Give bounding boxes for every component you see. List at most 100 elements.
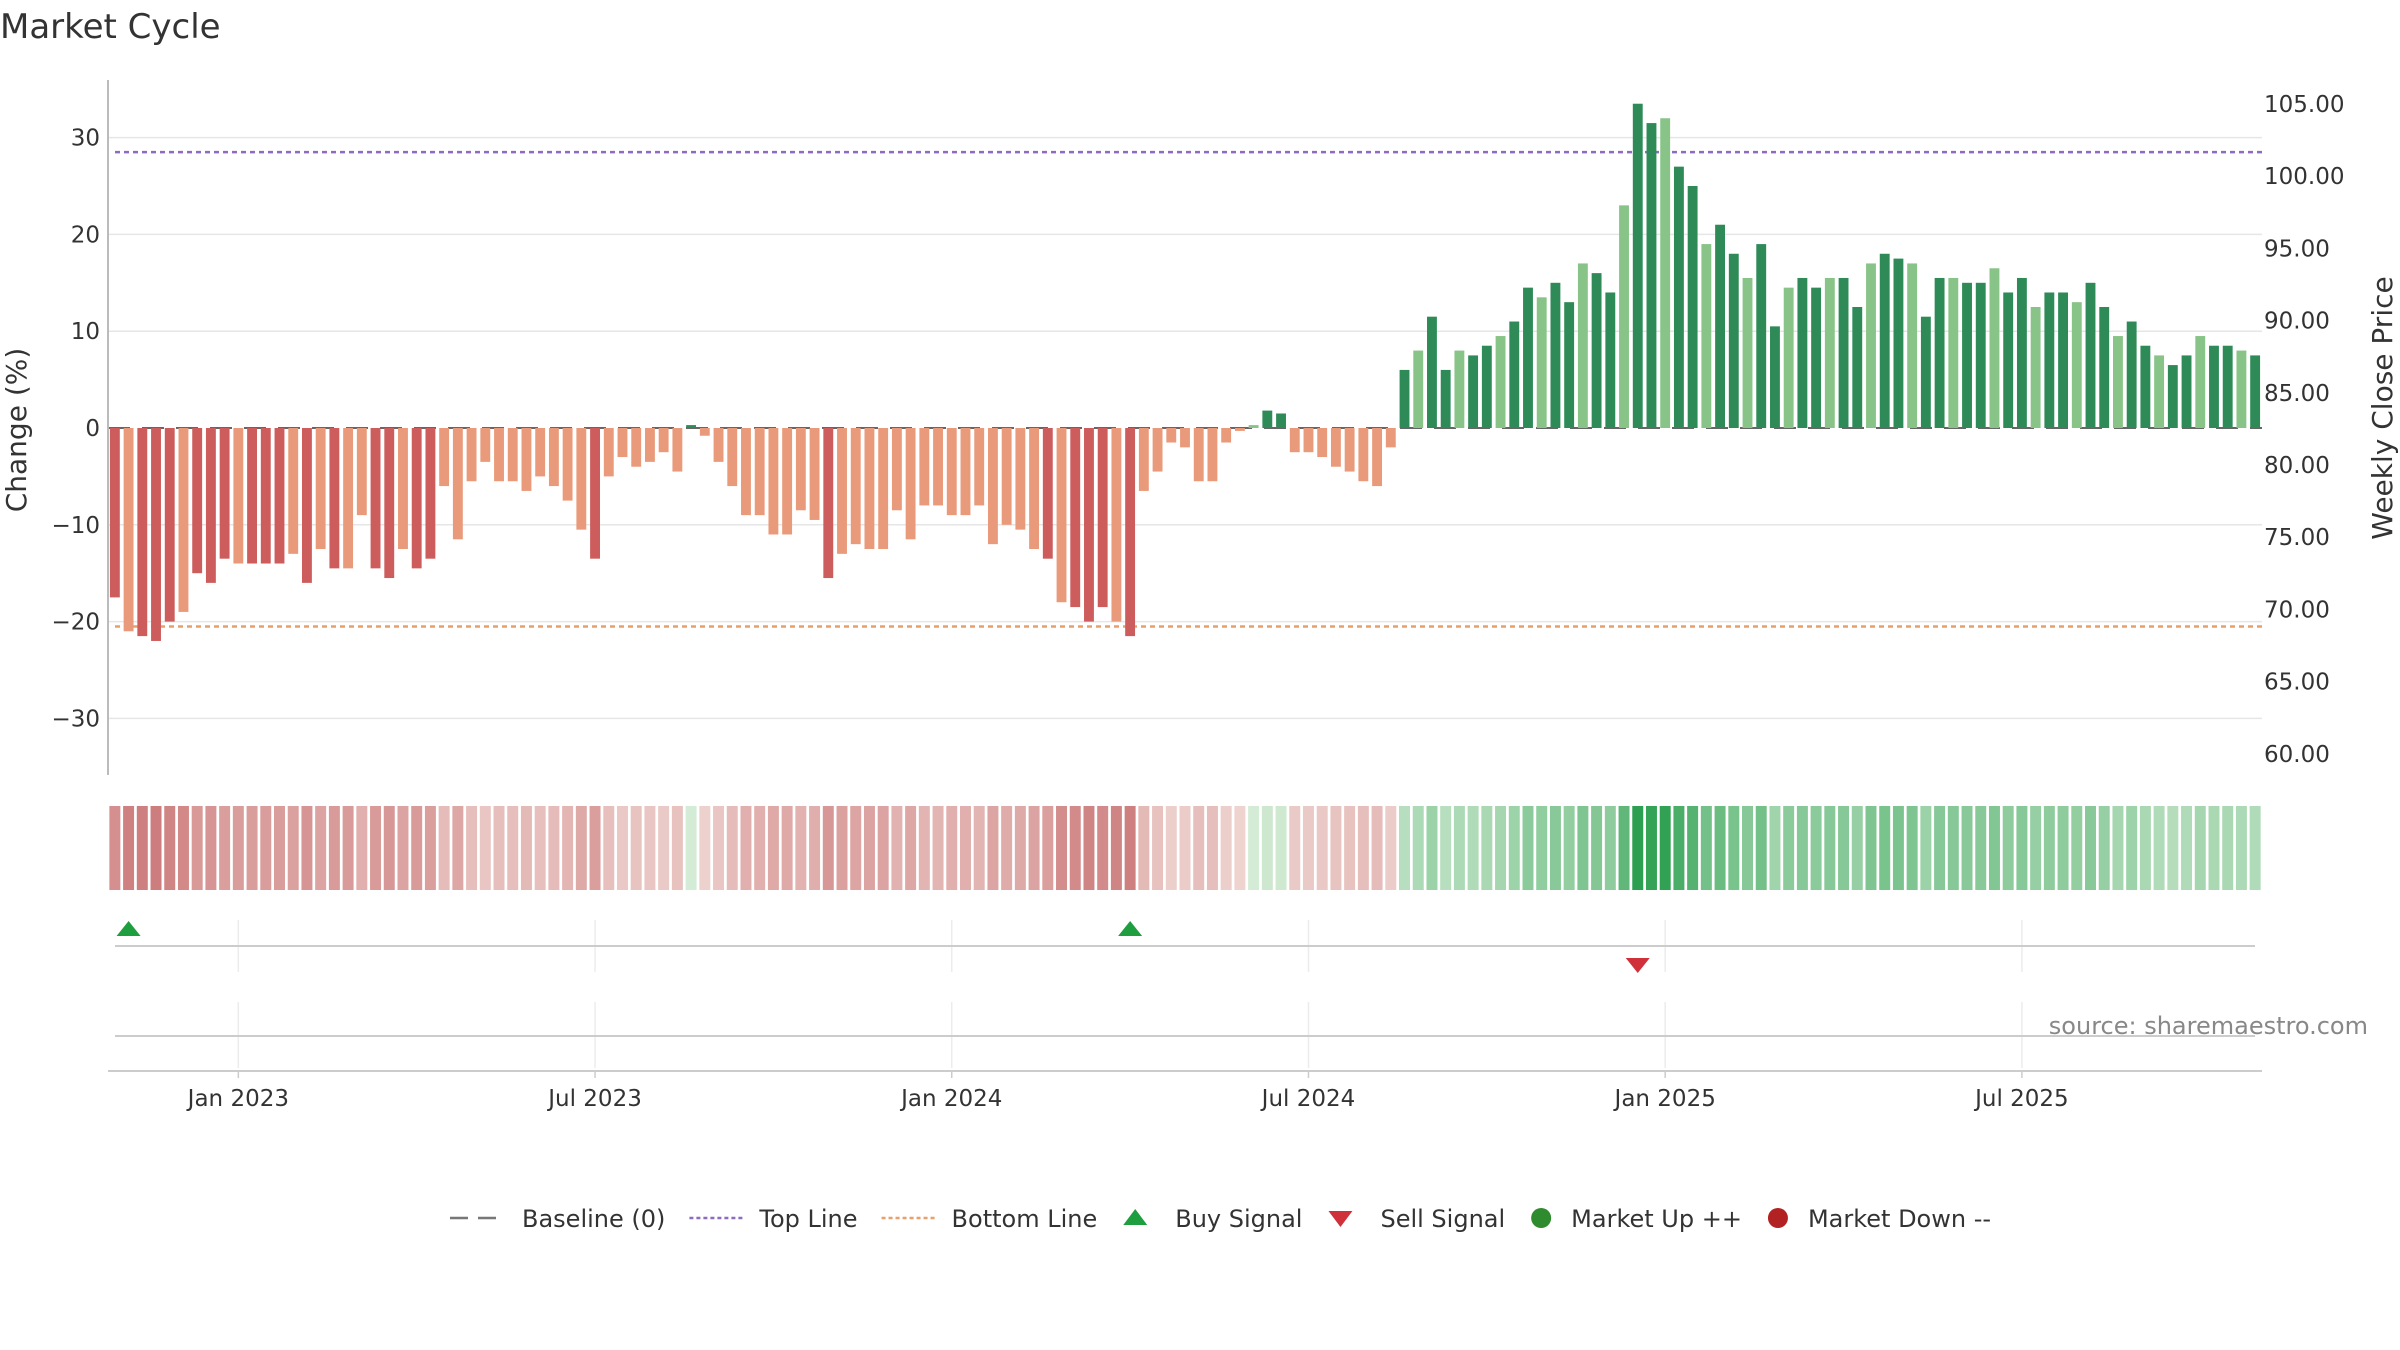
change-bar	[205, 428, 216, 583]
legend-label: Top Line	[758, 1205, 857, 1233]
heat-cell	[136, 806, 148, 890]
change-bar	[329, 428, 340, 569]
heat-cell	[1426, 806, 1438, 890]
heat-cell	[177, 806, 189, 890]
grid-lines	[108, 136, 2262, 720]
heat-cell	[205, 806, 217, 890]
change-bar	[576, 428, 587, 530]
buy-signal-marker	[116, 921, 141, 936]
change-bar	[905, 428, 916, 540]
heat-cell	[1481, 806, 1493, 890]
heat-cell	[781, 806, 793, 890]
heat-cell	[328, 806, 340, 890]
change-bar	[1797, 277, 1808, 428]
y-tick-label: −30	[51, 706, 100, 732]
legend-swatch	[1531, 1208, 1552, 1228]
change-bar	[1920, 316, 1931, 428]
heat-cell	[1344, 806, 1356, 890]
change-bar	[151, 428, 161, 641]
change-bar	[1879, 253, 1890, 428]
change-bar	[2071, 302, 2082, 428]
change-bar	[864, 428, 875, 549]
heat-cell	[575, 806, 587, 890]
heat-cell	[2030, 806, 2042, 890]
change-bar	[1138, 428, 1149, 491]
legend-label: Buy Signal	[1175, 1205, 1302, 1233]
heat-cell	[2222, 806, 2234, 890]
change-bar	[1125, 428, 1136, 637]
heat-cell	[1412, 806, 1424, 890]
x-tick-label: Jul 2024	[1260, 1086, 1356, 1112]
change-bar	[260, 428, 271, 564]
change-bar	[274, 428, 285, 564]
y-axis-ticks: 30 20 10 0 −10 −20 −30	[51, 126, 100, 733]
heat-cell	[1796, 806, 1808, 890]
change-bar	[590, 428, 600, 559]
change-bar	[974, 428, 985, 506]
heat-cell	[1714, 806, 1726, 890]
heat-cell	[1330, 806, 1342, 890]
change-bar	[1536, 297, 1547, 428]
heat-cell	[671, 806, 683, 890]
x-tick-label: Jan 2025	[1613, 1086, 1716, 1112]
heat-cell	[274, 806, 285, 890]
change-bar	[2222, 345, 2233, 428]
heat-cell	[932, 806, 944, 890]
heat-cell	[767, 806, 779, 890]
y2-tick-label: 90.00	[2264, 309, 2330, 335]
legend-swatch	[1123, 1209, 1148, 1225]
change-bar	[233, 428, 244, 564]
change-bar	[480, 428, 491, 462]
heat-cell	[1947, 806, 1959, 890]
heat-cell	[1961, 806, 1973, 890]
y2-tick-label: 60.00	[2264, 742, 2330, 768]
change-bar	[466, 428, 477, 482]
y-tick-label: −20	[51, 610, 100, 636]
legend-item: Buy Signal	[1123, 1205, 1302, 1233]
heat-cell	[1399, 806, 1411, 890]
heat-cell	[1591, 806, 1603, 890]
heat-cell	[301, 806, 313, 890]
heat-cell	[1673, 806, 1685, 890]
change-bar	[2016, 277, 2027, 428]
change-bar	[1248, 425, 1259, 428]
change-bar	[2003, 292, 2014, 428]
heat-cell	[891, 806, 903, 890]
change-bar	[1783, 287, 1794, 428]
change-bar	[2181, 355, 2192, 428]
change-bar	[301, 428, 312, 583]
legend-label: Baseline (0)	[522, 1205, 665, 1233]
change-bar	[343, 428, 354, 569]
change-bar	[850, 428, 861, 545]
heat-cell	[726, 806, 738, 890]
change-bar	[1372, 428, 1383, 487]
change-bar	[2044, 292, 2055, 428]
heat-cell	[1577, 806, 1589, 890]
change-bar	[1344, 428, 1355, 472]
change-bar	[1866, 263, 1876, 428]
heat-cell	[1302, 806, 1314, 890]
heat-cell	[1371, 806, 1383, 890]
change-bar	[2140, 345, 2151, 428]
change-bar	[1221, 428, 1232, 443]
change-bar	[2058, 292, 2069, 428]
change-bar	[1399, 369, 1410, 428]
change-bar	[1029, 428, 1040, 549]
change-bar	[1330, 428, 1341, 467]
change-bar	[1070, 428, 1081, 608]
heat-cell	[1742, 806, 1753, 890]
change-bar	[1454, 350, 1465, 428]
heat-cell	[699, 806, 711, 890]
y2-tick-label: 75.00	[2264, 525, 2330, 551]
heat-cell	[2139, 806, 2151, 890]
heat-cell	[1453, 806, 1465, 890]
change-bar	[686, 425, 697, 428]
heat-cell	[2249, 806, 2261, 890]
heat-cell	[918, 806, 930, 890]
change-bar	[2195, 336, 2206, 428]
legend-item: Sell Signal	[1328, 1205, 1505, 1233]
heat-cell	[2002, 806, 2014, 890]
heat-cell	[1892, 806, 1904, 890]
heat-cell	[754, 806, 766, 890]
change-bar	[1152, 428, 1163, 472]
